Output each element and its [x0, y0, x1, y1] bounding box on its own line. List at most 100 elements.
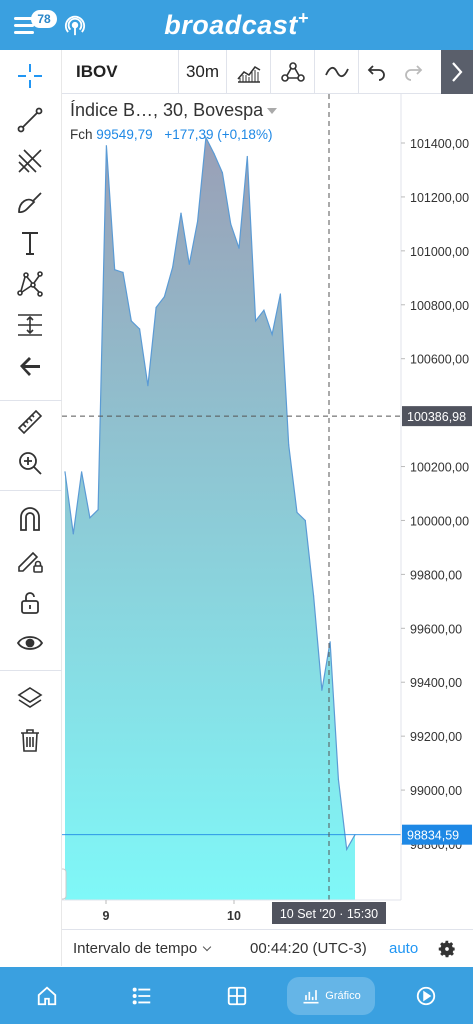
zoom-tool[interactable] [13, 446, 47, 480]
layers-tool[interactable] [13, 682, 47, 716]
nav-home[interactable] [22, 967, 72, 1024]
price-axis-background [401, 94, 473, 929]
measure-tool[interactable] [13, 308, 47, 342]
gear-icon[interactable] [436, 938, 458, 960]
tool-divider [0, 490, 62, 491]
nav-list[interactable] [117, 967, 167, 1024]
lock-drawings-tool[interactable] [13, 544, 47, 578]
magnet-tool[interactable] [13, 503, 47, 537]
bottom-navigation: Gráfico [0, 967, 473, 1024]
side-handle[interactable] [62, 868, 67, 900]
interval-selector[interactable]: 30m [179, 50, 227, 94]
visibility-tool[interactable] [13, 626, 47, 660]
close-label: Fch [70, 127, 93, 142]
data-point [255, 320, 257, 322]
nav-chart-label: Gráfico [325, 990, 361, 1002]
eye-icon [16, 636, 44, 650]
expand-toolbar-button[interactable] [441, 50, 473, 94]
price-tick-label: 100000,00 [410, 514, 469, 528]
crosshair-price-label: 100386,98 [407, 410, 466, 424]
nav-chart[interactable]: Gráfico [287, 977, 375, 1015]
data-point [288, 444, 290, 446]
data-point [81, 471, 83, 473]
data-point [279, 293, 281, 295]
notification-badge: 78 [31, 10, 57, 28]
data-point [205, 137, 207, 139]
data-point [238, 247, 240, 249]
text-tool[interactable] [13, 226, 47, 260]
last-price-label: 98834,59 [407, 829, 459, 843]
time-tick-label: 10 [227, 909, 241, 923]
close-value: 99549,79 [96, 127, 153, 142]
trash-icon [21, 729, 39, 752]
delete-tool[interactable] [13, 723, 47, 757]
auto-scale-toggle[interactable]: auto [389, 940, 419, 957]
data-point [329, 641, 331, 643]
chart-type-button[interactable] [227, 50, 271, 94]
pitchfork-tool[interactable] [13, 144, 47, 178]
data-point [337, 778, 339, 780]
clock-display[interactable]: 00:44:20 (UTC-3) [250, 940, 367, 957]
price-line [64, 135, 356, 852]
price-tick-label: 99600,00 [410, 622, 462, 636]
legend-caret-icon [267, 108, 278, 115]
data-point [172, 266, 174, 268]
last-price-box [402, 824, 472, 845]
time-tick-label: 9 [103, 909, 110, 923]
price-tick-label: 99000,00 [410, 784, 462, 798]
pencil-lock-icon [18, 551, 43, 573]
data-point [105, 145, 107, 147]
podcast-icon[interactable] [64, 15, 86, 37]
price-tick-label: 100600,00 [410, 353, 469, 367]
trend-line-tool[interactable] [13, 103, 47, 137]
data-point [197, 220, 199, 222]
nav-grid[interactable] [212, 967, 262, 1024]
list-icon [132, 987, 151, 1004]
brush-icon [18, 192, 42, 214]
crosshair-tool[interactable] [13, 59, 47, 93]
ruler-icon [17, 409, 43, 435]
pattern-icon [17, 271, 43, 297]
ruler-tool[interactable] [13, 405, 47, 439]
data-point [155, 306, 157, 309]
data-point [263, 309, 265, 311]
drawing-tools-panel [0, 50, 62, 966]
trend-line-icon [17, 107, 43, 133]
compare-button[interactable] [315, 50, 359, 94]
chevron-right-icon [452, 62, 463, 82]
chevron-down-icon [203, 942, 212, 952]
forecast-icon [18, 314, 42, 336]
time-range-selector[interactable]: Intervalo de tempo [73, 940, 212, 957]
hide-toolbar-button[interactable] [13, 349, 47, 383]
data-point [296, 511, 298, 513]
app-header: 78 broadcast+ [0, 0, 473, 50]
indicators-button[interactable] [271, 50, 315, 94]
play-circle-icon [416, 986, 436, 1005]
legend-title[interactable]: Índice B…, 30, Bovespa [70, 100, 278, 121]
pattern-tool[interactable] [13, 267, 47, 301]
nav-play[interactable] [401, 967, 451, 1024]
brush-tool[interactable] [13, 185, 47, 219]
pitchfork-icon [18, 149, 42, 173]
data-point [304, 519, 306, 522]
price-chart[interactable]: 101400,00 101200,00 101000,00 100800,00 1006… [62, 94, 473, 929]
data-point [213, 153, 215, 155]
symbol-selector[interactable]: IBOV [62, 50, 179, 94]
series-legend[interactable]: Índice B…, 30, Bovespa Fch 99549,79 +177… [70, 100, 278, 142]
price-tick-label: 101400,00 [410, 137, 469, 151]
arrow-left-icon [20, 357, 40, 376]
undo-button[interactable] [359, 50, 395, 94]
brand-logo: broadcast+ [164, 8, 309, 40]
data-point [72, 533, 74, 535]
redo-icon [405, 65, 423, 81]
data-point [246, 155, 248, 158]
chart-area[interactable]: 101400,00 101200,00 101000,00 100800,00 1006… [62, 94, 473, 929]
redo-button[interactable] [395, 50, 431, 94]
menu-button[interactable] [14, 14, 38, 36]
lock-tool[interactable] [13, 585, 47, 619]
crosshair-time-box [272, 902, 386, 924]
data-point [221, 172, 223, 174]
zoom-in-icon [19, 452, 42, 475]
undo-icon [367, 65, 385, 81]
data-point [188, 263, 190, 265]
